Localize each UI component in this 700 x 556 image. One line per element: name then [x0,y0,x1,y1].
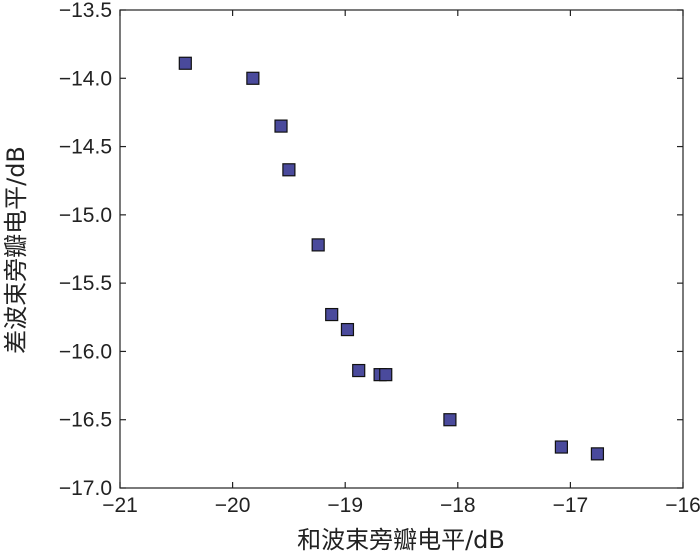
data-point [443,413,457,427]
data-point [325,307,339,322]
data-point [178,56,192,70]
x-tick-label: −17 [553,494,589,517]
y-tick-label: −15.0 [59,204,112,227]
y-tick-label: −16.5 [59,409,112,432]
data-point [590,447,605,461]
x-tick-label: −19 [327,494,363,517]
y-tick-label: −16.0 [59,340,112,363]
y-tick-label: −13.5 [59,0,112,22]
y-tick-label: −14.5 [59,136,112,159]
data-point [282,163,296,177]
x-axis: −21 −20 −19 −18 −17 −16 [102,10,700,517]
x-tick-label: −16 [665,494,700,517]
x-tick-label: −21 [102,494,138,517]
data-point [352,363,366,378]
x-axis-title: 和波束旁瓣电平/dB [297,526,505,554]
x-tick-label: −18 [440,494,476,517]
data-point [379,368,393,382]
data-point [311,238,325,252]
y-axis-title: 差波束旁瓣电平/dB [2,146,30,354]
data-point [246,71,260,85]
y-tick-label: −14.0 [59,67,112,90]
y-axis: −13.5 −14.0 −14.5 −15.0 −15.5 −16.0 −16.5 −17.0 [59,0,683,500]
data-point [340,322,355,337]
data-points [178,56,605,461]
data-point [554,440,568,454]
y-tick-label: −17.0 [59,477,112,500]
data-point [274,119,288,133]
plot-area [119,9,684,489]
y-tick-label: −15.5 [59,272,112,295]
x-tick-label: −20 [215,494,251,517]
